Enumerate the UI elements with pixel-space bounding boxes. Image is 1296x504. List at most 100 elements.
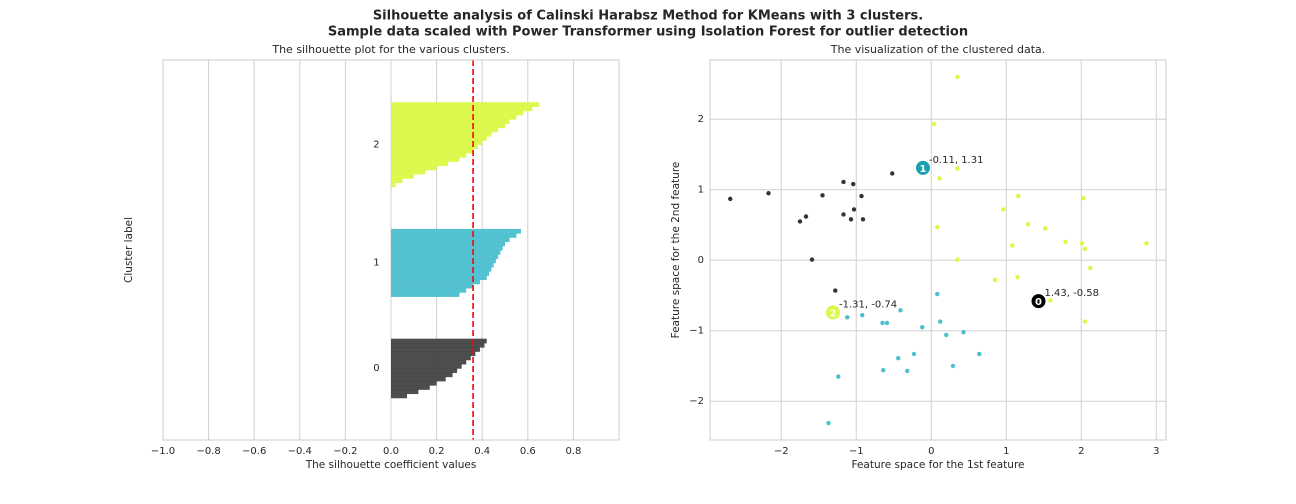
point [1010,243,1015,248]
point [728,196,733,202]
x-tick-label: −0.8 [196,446,220,457]
point [1088,265,1093,271]
silhouette-bar [391,123,505,129]
y-axis-label: Cluster label [123,217,135,283]
plot-frame [709,59,1167,441]
silhouette-bar [391,385,430,390]
silhouette-bar [391,338,487,344]
figure-title: Silhouette analysis of Calinski Harabsz … [373,9,923,24]
point [992,277,998,283]
point [860,217,866,222]
point [911,351,917,357]
silhouette-bar [391,254,499,259]
silhouette-bar [391,114,517,120]
point [836,374,841,379]
silhouette-bar [391,152,467,158]
silhouette-bar [391,241,505,247]
silhouette-bar [391,283,474,289]
center-label: 0 [1035,297,1042,308]
point [1082,246,1088,252]
silhouette-bar [391,178,403,183]
y-tick-label: 1 [698,185,704,196]
x-tick-label: 0 [928,446,934,457]
point [1082,319,1088,324]
silhouette-bar [391,127,499,133]
point [1079,241,1085,246]
silhouette-bar [391,347,480,352]
center-annotation: 1.43, -0.58 [1045,288,1100,299]
point [955,257,960,262]
point [809,257,815,262]
y-tick-label: −1 [689,326,704,337]
point [851,207,857,212]
silhouette-bar [391,292,460,297]
axes-title: The silhouette plot for the various clus… [271,43,509,56]
point [1043,226,1048,231]
figure-subtitle: Sample data scaled with Power Transforme… [328,25,968,40]
point [935,291,940,297]
silhouette-bar [391,376,446,382]
x-tick-label: 0.6 [520,446,536,457]
silhouette-bar [391,271,490,276]
silhouette-bar [391,110,524,116]
point [944,332,949,338]
silhouette-bar [391,389,419,395]
silhouette-bar [391,380,437,386]
point [955,166,960,171]
x-tick-label: −1.0 [151,446,175,457]
silhouette-bar [391,351,476,357]
point [820,193,825,198]
silhouette-bar [391,102,540,107]
point [955,74,960,80]
y-tick-label: 2 [698,114,704,125]
silhouette-bar [391,250,501,255]
point [860,313,865,318]
y-tick-label: 0 [698,255,704,266]
point [890,171,895,176]
silhouette-bar [391,372,453,378]
silhouette-bar [391,228,521,234]
x-tick-label: 0.8 [565,446,581,457]
point [1016,193,1021,199]
axes-title: The visualization of the clustered data. [830,43,1046,56]
silhouette-bar [391,165,437,171]
silhouette-bar [391,157,460,162]
silhouette-bar [391,266,492,272]
center-annotation: -0.11, 1.31 [929,155,984,166]
silhouette-bar [391,131,492,137]
cluster-center [915,159,931,176]
silhouette-bar [391,279,480,285]
x-axis-label: Feature space for the 1st feature [851,459,1024,471]
point [932,121,937,127]
point [851,181,856,187]
center-label: 1 [920,164,927,175]
silhouette-bar [391,245,503,251]
point [977,351,982,357]
point [1001,207,1006,212]
point [1144,241,1149,246]
x-tick-label: 2 [1078,446,1084,457]
point [859,193,864,199]
silhouette-bar [391,161,448,167]
point [841,212,846,217]
silhouette-bar [391,368,458,373]
plot-frame [162,59,620,441]
x-tick-label: 0.2 [429,446,445,457]
silhouette-bar [391,359,467,365]
cluster-label: 0 [373,363,379,374]
x-axis-label: The silhouette coefficient values [305,459,477,471]
point [766,191,771,196]
point [1025,222,1031,227]
silhouette-bar [391,275,487,281]
silhouette-bar [391,106,533,112]
silhouette-bar [391,393,407,399]
x-tick-label: −0.6 [242,446,266,457]
x-tick-label: −1 [849,446,864,457]
point [961,329,966,335]
cluster-center [1030,293,1047,310]
silhouette-bar [391,148,474,154]
x-tick-label: 1 [1003,446,1009,457]
point [1063,239,1068,245]
